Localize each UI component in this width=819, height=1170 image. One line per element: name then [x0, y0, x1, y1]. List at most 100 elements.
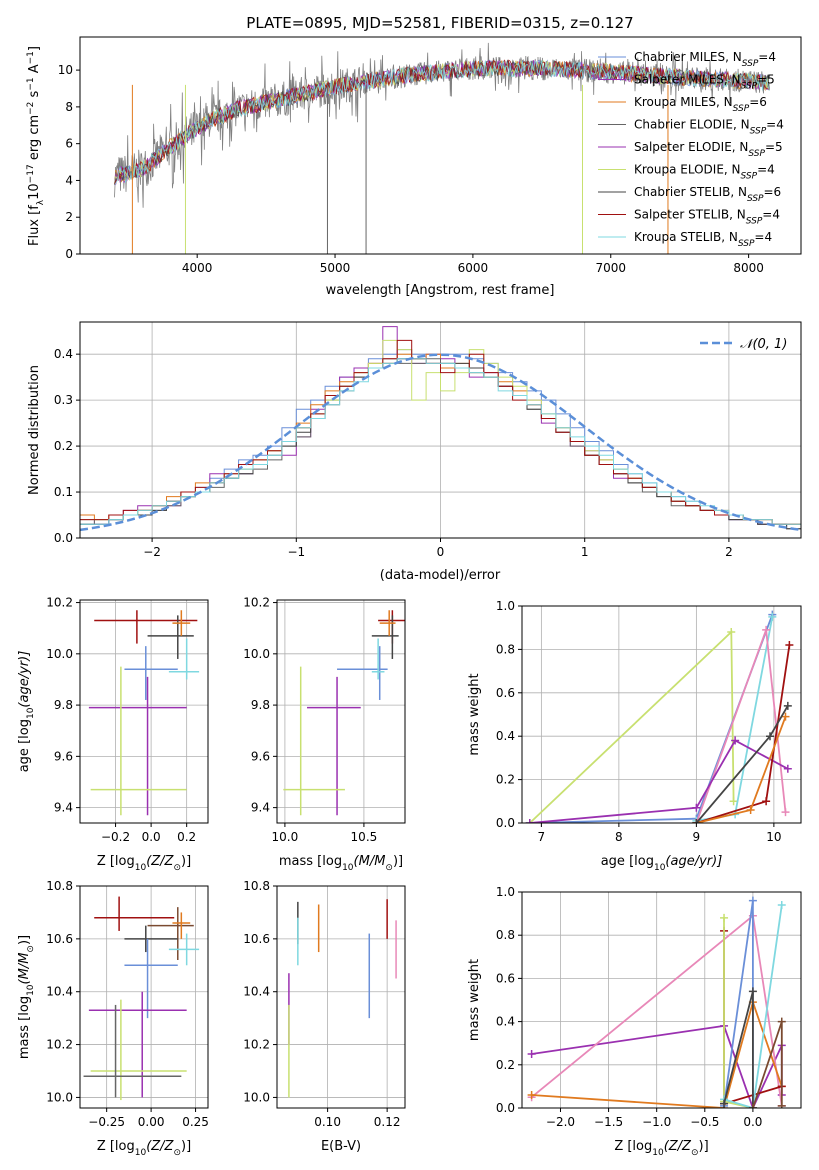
gaussian-curve	[80, 353, 801, 532]
x-axis-label: (data-model)/error	[380, 568, 501, 583]
y-tick-label: 0.0	[54, 531, 73, 545]
label-span: SSP	[746, 217, 763, 227]
y-tick-label: 10.2	[46, 1038, 73, 1052]
legend-label: Chabrier STELIB, NSSP=6	[634, 185, 781, 204]
data-point	[124, 938, 178, 1019]
plot-area	[283, 610, 405, 816]
label-span: Z [log	[97, 854, 135, 869]
y-tick-label: 10.2	[243, 1038, 270, 1052]
y-tick-label: 9.6	[251, 749, 270, 763]
legend-label: 𝒩(0, 1)	[740, 337, 787, 352]
weight-series	[720, 913, 757, 1108]
plot-area	[288, 899, 397, 1098]
label-span: 10	[135, 863, 147, 873]
x-tick-label: 0.0	[743, 1115, 762, 1129]
series-marker	[729, 797, 738, 806]
x-tick-label: 5000	[320, 261, 351, 275]
y-tick-label: 0.4	[496, 729, 515, 743]
label-span: Z [log	[614, 1139, 652, 1154]
series-marker	[777, 1017, 786, 1026]
data-point	[90, 666, 187, 816]
axes-frame	[521, 605, 802, 824]
x-tick-label: 0.12	[374, 1115, 401, 1129]
y-tick-label: 0.1	[54, 485, 73, 499]
label-span: =4	[766, 118, 784, 132]
y-tick-label: 10.0	[243, 1090, 270, 1104]
data-point	[94, 610, 198, 644]
series-marker	[748, 896, 757, 905]
y-tick-label: 10.6	[243, 932, 270, 946]
data-point	[337, 646, 388, 700]
label-span: −1	[26, 77, 36, 90]
y-tick-label: 10.0	[46, 647, 73, 661]
data-point	[83, 1004, 182, 1098]
label-span: 10	[654, 863, 666, 873]
label-span: −1	[26, 51, 36, 64]
x-tick-label: 10.0	[272, 830, 299, 844]
data-point	[283, 666, 345, 816]
label-span: 10	[135, 1148, 147, 1158]
legend-label: Chabrier ELODIE, NSSP=4	[634, 118, 784, 137]
axes-residuals: −2 −1 0 1 2 0.0 0.1 0.2 0.3 0.4 𝒩(0, 1) (data-model…	[27, 321, 802, 583]
x-tick-label: 7	[538, 830, 546, 844]
label-span: (M/M	[17, 953, 32, 985]
label-span: age [log	[601, 854, 654, 869]
y-axis-label: Flux [fλ10−17 erg cm−2 s−1 A−1]	[26, 46, 46, 246]
legend-label: Salpeter MILES, NSSP=5	[634, 73, 775, 92]
y-tick-label: 6	[65, 137, 73, 151]
series-marker	[731, 736, 740, 745]
model-spectrum	[114, 60, 770, 186]
series-marker	[766, 732, 774, 741]
y-tick-label: 10.4	[46, 985, 73, 999]
y-tick-label: 10.8	[46, 879, 73, 893]
y-tick-label: 0.2	[496, 1058, 515, 1072]
label-span: SSP	[741, 82, 758, 92]
label-span: )]	[181, 1139, 191, 1154]
x-tick-label: −0.2	[101, 830, 130, 844]
x-axis-label: Z [log10(Z/Z⊙)]	[97, 854, 191, 873]
plot-area	[527, 896, 786, 1108]
y-tick-label: 0.8	[496, 928, 515, 942]
y-tick-label: 2	[65, 210, 73, 224]
series-marker	[762, 625, 771, 634]
y-tick-label: 0.6	[496, 686, 515, 700]
series-line	[529, 614, 774, 823]
y-tick-label: 0.0	[496, 816, 515, 830]
data-point	[88, 676, 187, 816]
y-tick-label: 0.6	[496, 971, 515, 985]
label-span: =5	[765, 140, 783, 154]
y-tick-label: 9.6	[54, 749, 73, 763]
data-point	[124, 646, 178, 700]
weight-series	[692, 701, 792, 823]
y-tick-label: 1.0	[496, 599, 515, 613]
label-span: Flux [f	[27, 205, 42, 246]
x-tick-label: −2	[143, 545, 161, 559]
label-span: (age/yr)]	[17, 651, 32, 708]
series-marker	[781, 712, 790, 721]
plot-area	[114, 42, 770, 254]
x-tick-label: −2.0	[546, 1115, 575, 1129]
label-span: SSP	[742, 59, 759, 69]
label-span: SSP	[750, 127, 767, 137]
x-axis-label: age [log10(age/yr)]	[601, 854, 723, 873]
series-line	[695, 629, 787, 823]
series-marker	[783, 764, 792, 773]
series-line	[529, 739, 789, 823]
x-tick-label: 0.00	[138, 1115, 165, 1129]
data-point	[378, 610, 405, 644]
series-line	[529, 629, 735, 823]
data-point	[88, 991, 187, 1098]
x-axis-label: E(B-V)	[321, 1139, 361, 1154]
y-tick-label: 9.4	[251, 801, 270, 815]
y-axis-label: age [log10(age/yr)]	[17, 651, 36, 773]
y-tick-label: 9.8	[251, 698, 270, 712]
y-tick-label: 0.2	[496, 773, 515, 787]
label-span: Salpeter MILES, N	[634, 73, 741, 87]
label-span: SSP	[741, 172, 758, 182]
data-point	[168, 638, 200, 680]
axes-frame	[79, 599, 209, 824]
data-point	[379, 610, 396, 636]
y-tick-label: 0.3	[54, 393, 73, 407]
